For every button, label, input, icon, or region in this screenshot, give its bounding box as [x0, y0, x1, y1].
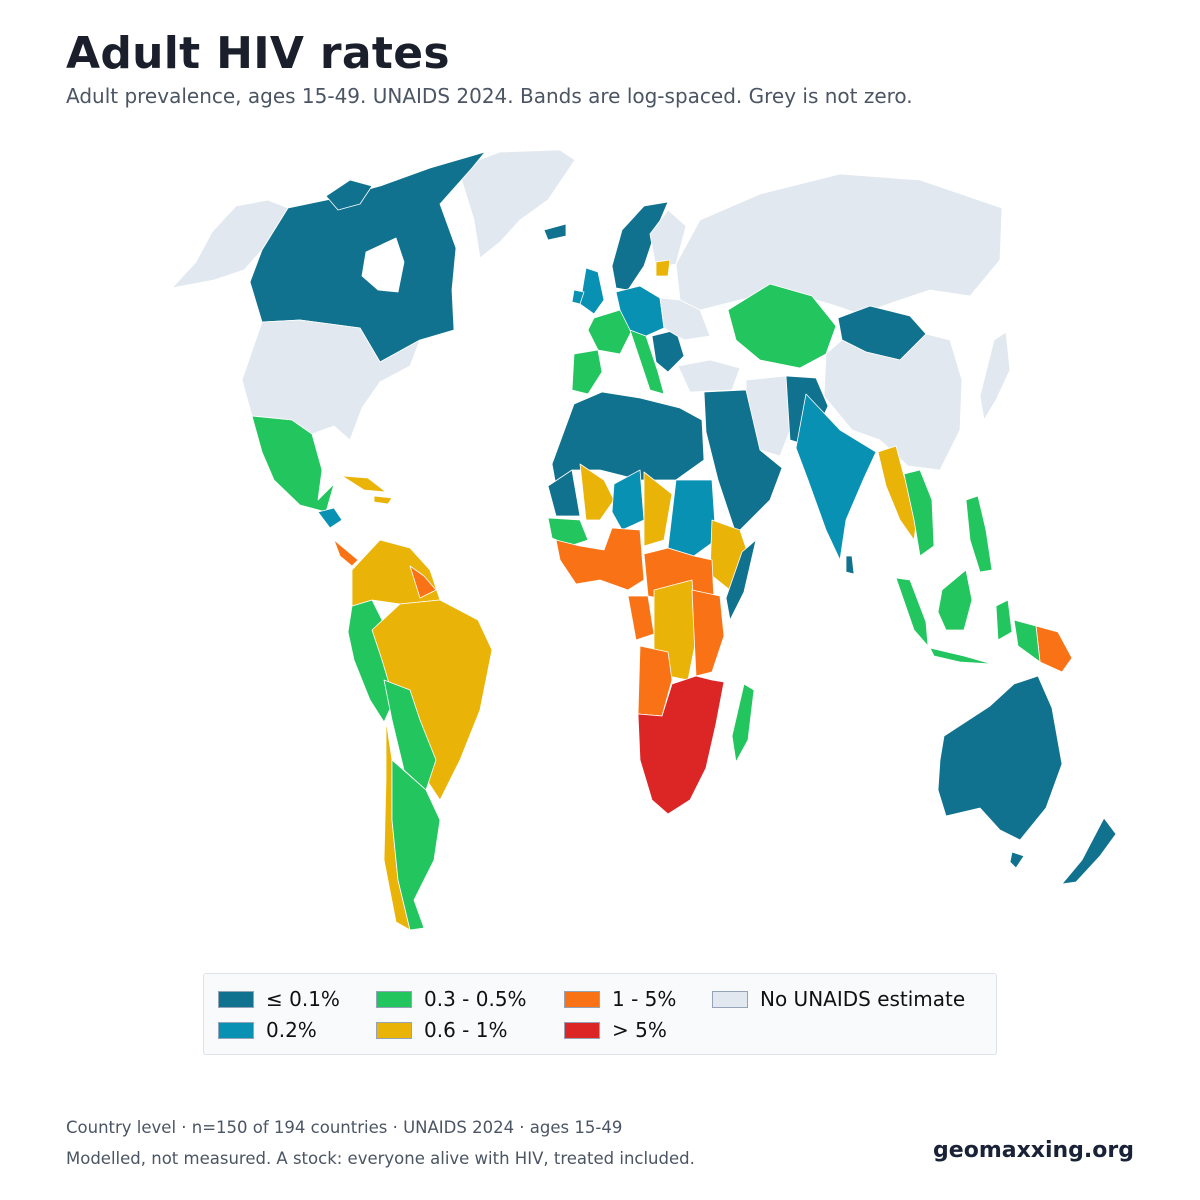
legend-item-band-2: 0.2%	[218, 1018, 317, 1042]
region-iceland[interactable]	[543, 223, 567, 241]
region-india[interactable]	[795, 393, 877, 561]
region-baltics[interactable]	[655, 259, 671, 277]
legend-item-band-3: 0.3 - 0.5%	[376, 987, 527, 1011]
region-ireland[interactable]	[571, 289, 585, 305]
brand-link[interactable]: geomaxxing.org	[933, 1138, 1134, 1163]
region-arabia[interactable]	[703, 389, 783, 535]
hudson-bay	[361, 237, 405, 293]
region-west-papua[interactable]	[1013, 619, 1041, 663]
region-caribbean-hispaniola[interactable]	[373, 495, 393, 505]
legend-item-band-4: 0.6 - 1%	[376, 1018, 507, 1042]
region-sahel-west[interactable]	[579, 463, 615, 521]
region-madagascar[interactable]	[731, 683, 755, 763]
region-sumatra[interactable]	[895, 577, 929, 647]
region-tasmania[interactable]	[1009, 851, 1025, 869]
region-java[interactable]	[929, 647, 993, 665]
legend-label: > 5%	[612, 1018, 667, 1042]
legend-label: 0.3 - 0.5%	[424, 987, 527, 1011]
region-finland[interactable]	[649, 209, 687, 269]
region-sri-lanka[interactable]	[845, 555, 855, 575]
region-bolivia-paraguay[interactable]	[383, 679, 437, 791]
region-papua[interactable]	[1035, 625, 1073, 673]
footer-note-1: Country level · n=150 of 194 countries ·…	[66, 1118, 623, 1137]
legend-label: ≤ 0.1%	[266, 987, 340, 1011]
region-mexico[interactable]	[251, 415, 335, 513]
region-japan[interactable]	[979, 331, 1011, 421]
legend-label: No UNAIDS estimate	[760, 987, 966, 1011]
region-greenland[interactable]	[457, 149, 576, 259]
region-north-africa[interactable]	[551, 391, 705, 487]
map-legend: ≤ 0.1% 0.2% 0.3 - 0.5% 0.6 - 1% 1 - 5% >…	[203, 973, 997, 1055]
legend-swatch	[712, 990, 748, 1008]
legend-item-no-estimate: No UNAIDS estimate	[712, 987, 965, 1011]
region-southern-africa[interactable]	[637, 675, 725, 815]
region-east-africa-orange[interactable]	[691, 589, 725, 677]
region-indochina[interactable]	[903, 469, 935, 557]
region-guianas[interactable]	[409, 565, 437, 599]
region-australia[interactable]	[937, 675, 1063, 841]
region-uk[interactable]	[579, 267, 605, 315]
legend-swatch	[218, 990, 254, 1008]
region-argentina[interactable]	[391, 759, 441, 931]
region-western-sahara[interactable]	[547, 469, 581, 517]
region-central-europe[interactable]	[615, 285, 665, 337]
region-philippines[interactable]	[965, 495, 993, 573]
region-chad[interactable]	[643, 471, 673, 547]
legend-swatch	[376, 1021, 412, 1039]
region-somalia-coast[interactable]	[725, 539, 757, 621]
region-russia[interactable]	[675, 173, 1003, 315]
region-angola[interactable]	[637, 645, 673, 717]
legend-swatch	[218, 1021, 254, 1039]
region-sulawesi[interactable]	[995, 599, 1013, 641]
legend-swatch	[564, 1021, 600, 1039]
region-west-africa-green[interactable]	[547, 517, 589, 547]
region-alaska[interactable]	[171, 199, 289, 289]
region-canada-islands[interactable]	[325, 179, 373, 211]
region-west-africa-orange[interactable]	[555, 527, 645, 591]
region-central-america-south[interactable]	[333, 539, 359, 567]
region-caribbean-cuba[interactable]	[341, 475, 387, 493]
region-east-europe[interactable]	[659, 297, 711, 341]
page-title: Adult HIV rates	[66, 28, 450, 79]
region-borneo[interactable]	[937, 569, 973, 631]
footer-note-2: Modelled, not measured. A stock: everyon…	[66, 1149, 695, 1168]
region-central-america-north[interactable]	[317, 507, 343, 529]
legend-swatch	[564, 990, 600, 1008]
region-china[interactable]	[823, 333, 963, 471]
region-gabon-congo[interactable]	[627, 595, 655, 641]
region-turkey[interactable]	[677, 359, 741, 393]
region-sudan[interactable]	[667, 479, 717, 557]
legend-item-band-5: 1 - 5%	[564, 987, 676, 1011]
legend-label: 0.6 - 1%	[424, 1018, 508, 1042]
legend-swatch	[376, 990, 412, 1008]
page-subtitle: Adult prevalence, ages 15-49. UNAIDS 202…	[66, 84, 913, 108]
world-map	[171, 149, 1117, 931]
legend-item-band-6: > 5%	[564, 1018, 667, 1042]
legend-item-band-1: ≤ 0.1%	[218, 987, 340, 1011]
region-new-zealand[interactable]	[1061, 817, 1117, 885]
region-south-america-north[interactable]	[351, 539, 441, 607]
legend-label: 1 - 5%	[612, 987, 677, 1011]
region-iberia[interactable]	[571, 349, 603, 395]
legend-label: 0.2%	[266, 1018, 317, 1042]
region-niger[interactable]	[611, 469, 645, 531]
